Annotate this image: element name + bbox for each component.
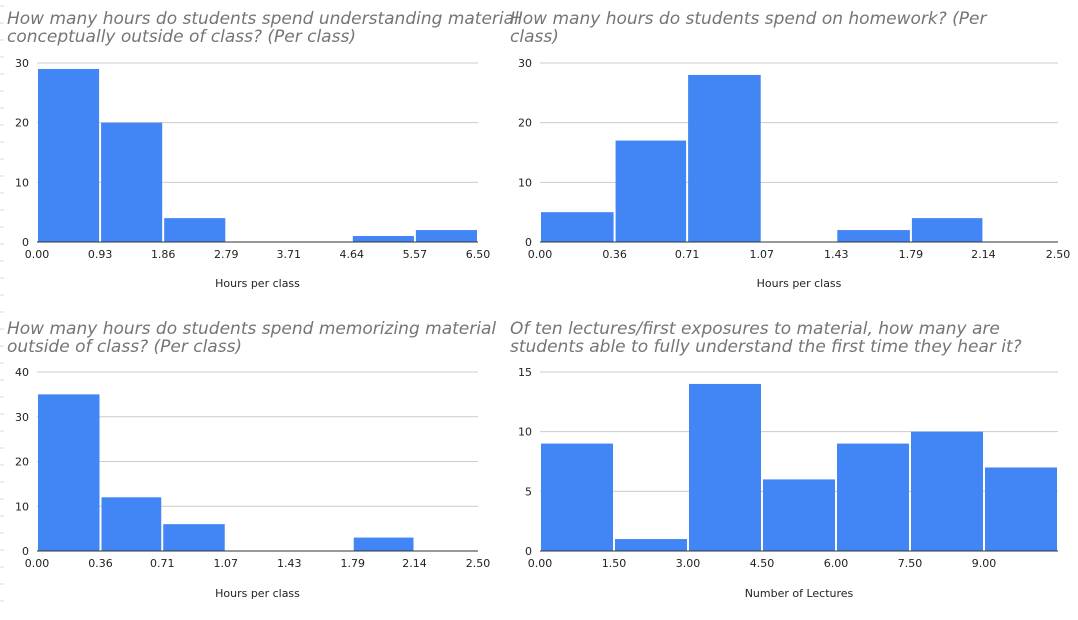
x-tick-label: 0.00 xyxy=(25,557,50,570)
x-tick-label: 1.43 xyxy=(824,248,849,261)
x-tick-label: 6.00 xyxy=(824,557,849,570)
histogram-bar xyxy=(38,68,100,242)
x-tick-label: 1.43 xyxy=(277,557,302,570)
x-tick-label: 0.93 xyxy=(88,248,113,261)
chart-svg: 0 10 20 30 40 0.00 0.36 0.71 1.07 1.43 1.79 2.14 2.5… xyxy=(15,366,491,600)
y-tick-label: 20 xyxy=(15,117,29,130)
chart-svg: 0 5 10 15 0.00 1.50 3.00 4.50 6.00 7.50 9.00 Number… xyxy=(518,366,1058,600)
histogram-bar xyxy=(101,122,163,242)
histogram-bar xyxy=(541,212,614,242)
chart-title: How many hours do students spend on home… xyxy=(510,9,987,47)
x-tick-label: 1.07 xyxy=(213,557,238,570)
y-tick-label: 20 xyxy=(15,456,29,469)
histogram-bar xyxy=(763,479,835,551)
histogram-bar xyxy=(415,230,477,242)
histogram-bar xyxy=(688,74,761,242)
y-tick-label: 5 xyxy=(525,485,532,498)
x-tick-label: 2.50 xyxy=(466,557,491,570)
chart-title: How many hours do students spend underst… xyxy=(7,9,519,47)
histogram-bar xyxy=(615,539,687,551)
x-tick-label: 0.00 xyxy=(528,557,553,570)
histogram-bar xyxy=(911,218,983,242)
x-tick-label: 0.36 xyxy=(88,557,113,570)
histogram-bar xyxy=(353,537,414,551)
y-tick-label: 20 xyxy=(518,117,532,130)
y-tick-label: 30 xyxy=(15,411,29,424)
histogram-bar xyxy=(689,383,761,551)
y-tick-label: 10 xyxy=(518,176,532,189)
x-tick-label: 3.00 xyxy=(676,557,701,570)
histogram-bar xyxy=(164,218,226,242)
y-tick-label: 10 xyxy=(15,176,29,189)
x-axis-title: Hours per class xyxy=(215,587,300,600)
chart-svg: 0 10 20 30 0.00 0.36 0.71 1.07 1.43 1.79 2.14 2.50 H… xyxy=(518,57,1071,290)
histogram-bar xyxy=(541,443,613,551)
y-tick-label: 15 xyxy=(518,366,532,379)
y-tick-label: 0 xyxy=(525,236,532,249)
x-tick-label: 2.50 xyxy=(1046,248,1071,261)
histogram-bar xyxy=(615,140,687,242)
y-tick-label: 40 xyxy=(15,366,29,379)
x-tick-label: 1.50 xyxy=(602,557,627,570)
x-tick-label: 1.79 xyxy=(341,557,366,570)
y-tick-label: 10 xyxy=(15,500,29,513)
chart-panel-4: Of ten lectures/first exposures to mater… xyxy=(510,320,1058,620)
chart-panel-1: How many hours do students spend underst… xyxy=(7,10,519,310)
chart-panel-2: How many hours do students spend on home… xyxy=(510,10,1070,310)
histogram-bar xyxy=(352,236,414,242)
y-tick-label: 0 xyxy=(22,545,29,558)
y-tick-label: 10 xyxy=(518,426,532,439)
y-tick-label: 30 xyxy=(518,57,532,70)
x-tick-label: 0.71 xyxy=(150,557,175,570)
histogram-bar xyxy=(985,467,1057,551)
y-tick-label: 0 xyxy=(525,545,532,558)
x-tick-label: 5.57 xyxy=(403,248,428,261)
x-tick-label: 4.64 xyxy=(340,248,365,261)
histogram-bar xyxy=(101,497,162,551)
y-tick-label: 0 xyxy=(22,236,29,249)
chart-svg: 0 10 20 30 0.00 0.93 1.86 2.79 3.71 4.64 5.57 6.50 H… xyxy=(15,57,491,290)
edge-dashes xyxy=(0,5,4,602)
x-tick-label: 0.36 xyxy=(602,248,627,261)
chart-title: How many hours do students spend memoriz… xyxy=(7,319,497,357)
x-tick-label: 1.86 xyxy=(151,248,176,261)
x-tick-label: 3.71 xyxy=(276,248,301,261)
x-tick-label: 2.14 xyxy=(971,248,996,261)
x-tick-label: 6.50 xyxy=(466,248,491,261)
histogram-bar xyxy=(911,431,983,551)
chart-panel-3: How many hours do students spend memoriz… xyxy=(7,320,507,620)
x-tick-label: 4.50 xyxy=(750,557,775,570)
x-tick-label: 1.79 xyxy=(899,248,924,261)
histogram-bar xyxy=(837,443,909,551)
x-axis-title: Hours per class xyxy=(757,277,842,290)
y-tick-label: 30 xyxy=(15,57,29,70)
x-tick-label: 0.00 xyxy=(25,248,50,261)
x-tick-label: 0.71 xyxy=(675,248,700,261)
histogram-bar xyxy=(837,230,910,242)
x-tick-label: 9.00 xyxy=(972,557,997,570)
x-tick-label: 1.07 xyxy=(749,248,774,261)
x-tick-label: 7.50 xyxy=(898,557,923,570)
x-tick-label: 0.00 xyxy=(528,248,553,261)
x-tick-label: 2.79 xyxy=(214,248,239,261)
x-tick-label: 2.14 xyxy=(402,557,427,570)
histogram-bar xyxy=(163,524,225,551)
x-axis-title: Hours per class xyxy=(215,277,300,290)
histogram-bar xyxy=(38,394,100,551)
x-axis-title: Number of Lectures xyxy=(745,587,854,600)
chart-title: Of ten lectures/first exposures to mater… xyxy=(510,319,1022,357)
